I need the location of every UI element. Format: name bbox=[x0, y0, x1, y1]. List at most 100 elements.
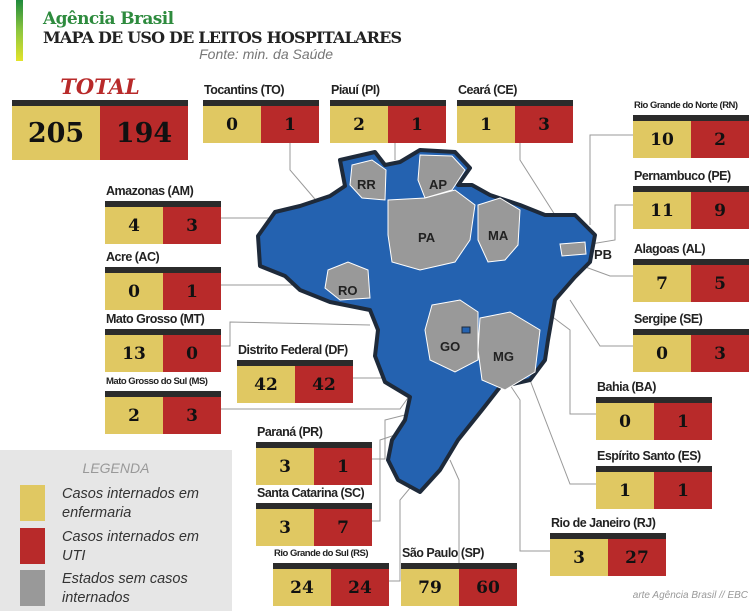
total-uti: 194 bbox=[100, 106, 188, 160]
uti-count: 3 bbox=[515, 106, 573, 143]
enfermaria-count: 24 bbox=[273, 569, 331, 606]
uti-count: 1 bbox=[163, 273, 221, 310]
enfermaria-count: 13 bbox=[105, 335, 163, 372]
state-label-al: Alagoas (AL) bbox=[634, 242, 706, 256]
legend-swatch-red bbox=[20, 528, 45, 564]
map-label-mg: MG bbox=[493, 349, 514, 364]
state-label-rs: Rio Grande do Sul (RS) bbox=[274, 548, 369, 559]
uti-count: 3 bbox=[163, 207, 221, 244]
credit: arte Agência Brasil // EBC bbox=[632, 590, 748, 601]
legend-title: LEGENDA bbox=[82, 460, 150, 476]
leader-lines bbox=[221, 134, 633, 582]
uti-count: 60 bbox=[459, 569, 517, 606]
legend-label: Estados sem casos internados bbox=[62, 571, 188, 606]
state-ap bbox=[417, 154, 466, 199]
enfermaria-count: 3 bbox=[256, 509, 314, 546]
uti-count: 9 bbox=[691, 192, 749, 229]
state-label-sp: São Paulo (SP) bbox=[402, 546, 484, 560]
state-label-pe: Pernambuco (PE) bbox=[634, 169, 731, 183]
state-label-pi: Piauí (PI) bbox=[331, 83, 380, 97]
state-label-rj: Rio de Janeiro (RJ) bbox=[551, 516, 656, 530]
state-label-rn: Rio Grande do Norte (RN) bbox=[634, 100, 738, 111]
page-title: MAPA DE USO DE LEITOS HOSPITALARES bbox=[43, 28, 402, 47]
state-label-es: Espírito Santo (ES) bbox=[597, 449, 701, 463]
state-pb bbox=[559, 241, 587, 257]
state-df bbox=[461, 326, 471, 334]
enfermaria-count: 1 bbox=[457, 106, 515, 143]
state-label-se: Sergipe (SE) bbox=[634, 312, 703, 326]
legend-item-no-cases: Estados sem casos internados bbox=[20, 570, 202, 608]
enfermaria-count: 3 bbox=[256, 448, 314, 485]
uti-count: 3 bbox=[163, 397, 221, 434]
state-box-mt: 13 0 bbox=[105, 329, 221, 372]
state-go bbox=[424, 299, 479, 373]
uti-count: 3 bbox=[691, 335, 749, 372]
map-label-ma: MA bbox=[488, 228, 509, 243]
total-label: TOTAL bbox=[60, 74, 140, 99]
state-label-mt: Mato Grosso (MT) bbox=[106, 312, 205, 326]
enfermaria-count: 10 bbox=[633, 121, 691, 158]
state-label-am: Amazonas (AM) bbox=[106, 184, 194, 198]
state-box-rs: 24 24 bbox=[273, 563, 389, 606]
enfermaria-count: 0 bbox=[596, 403, 654, 440]
enfermaria-count: 2 bbox=[105, 397, 163, 434]
uti-count: 7 bbox=[314, 509, 372, 546]
enfermaria-count: 7 bbox=[633, 265, 691, 302]
map-label-pb: PB bbox=[594, 247, 612, 262]
state-pa bbox=[387, 189, 476, 271]
legend: LEGENDA Casos internados em enfermaria C… bbox=[0, 450, 232, 611]
legend-label: Casos internados em UTI bbox=[62, 529, 200, 564]
total-box: 205 194 bbox=[12, 100, 188, 160]
enfermaria-count: 4 bbox=[105, 207, 163, 244]
legend-swatch-yellow bbox=[20, 485, 45, 521]
uti-count: 5 bbox=[691, 265, 749, 302]
uti-count: 27 bbox=[608, 539, 666, 576]
total-enfermaria: 205 bbox=[12, 106, 100, 160]
source-note: Fonte: min. da Saúde bbox=[199, 46, 333, 62]
map-label-go: GO bbox=[440, 339, 460, 354]
state-label-pr: Paraná (PR) bbox=[257, 425, 323, 439]
state-box-sp: 79 60 bbox=[401, 563, 517, 606]
uti-count: 2 bbox=[691, 121, 749, 158]
state-label-to: Tocantins (TO) bbox=[204, 83, 285, 97]
state-box-rn: 10 2 bbox=[633, 115, 749, 158]
map-label-rr: RR bbox=[357, 177, 376, 192]
state-box-df: 42 42 bbox=[237, 360, 353, 403]
state-rr bbox=[349, 159, 387, 201]
state-label-ac: Acre (AC) bbox=[106, 250, 160, 264]
legend-item-uti: Casos internados em UTI bbox=[20, 528, 202, 566]
enfermaria-count: 0 bbox=[203, 106, 261, 143]
state-label-ms: Mato Grosso do Sul (MS) bbox=[106, 376, 208, 387]
state-label-df: Distrito Federal (DF) bbox=[238, 343, 348, 357]
state-box-pe: 11 9 bbox=[633, 186, 749, 229]
state-ro bbox=[324, 261, 371, 301]
legend-item-enfermaria: Casos internados em enfermaria bbox=[20, 485, 202, 523]
state-label-ce: Ceará (CE) bbox=[458, 83, 517, 97]
enfermaria-count: 0 bbox=[105, 273, 163, 310]
map-label-ap: AP bbox=[429, 177, 447, 192]
uti-count: 1 bbox=[654, 472, 712, 509]
uti-count: 24 bbox=[331, 569, 389, 606]
state-ma bbox=[477, 197, 521, 263]
enfermaria-count: 1 bbox=[596, 472, 654, 509]
uti-count: 1 bbox=[654, 403, 712, 440]
legend-label: Casos internados em enfermaria bbox=[62, 486, 200, 521]
uti-count: 1 bbox=[388, 106, 446, 143]
enfermaria-count: 0 bbox=[633, 335, 691, 372]
enfermaria-count: 42 bbox=[237, 366, 295, 403]
uti-count: 1 bbox=[314, 448, 372, 485]
state-label-sc: Santa Catarina (SC) bbox=[257, 486, 365, 500]
